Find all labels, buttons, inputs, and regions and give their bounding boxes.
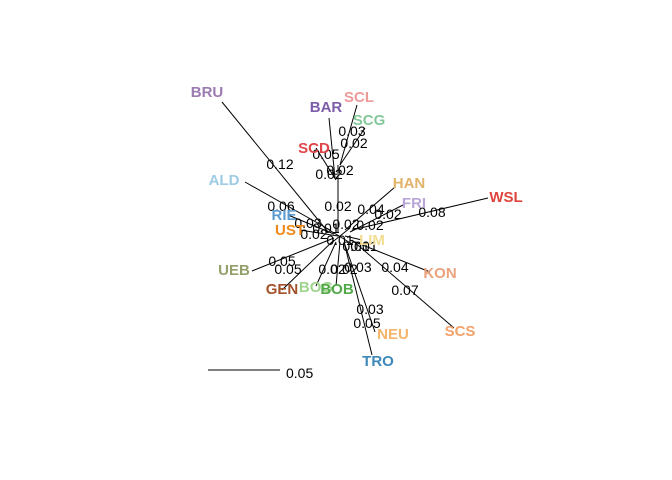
branch-label-scg: 0.02 [340,135,367,151]
edge-kon [349,239,431,273]
edge-scs [351,239,455,329]
edge-center-b [329,227,351,245]
branch-label-ald: 0.06 [267,198,294,214]
edge-lim [344,235,363,241]
branch-label-center-4: 0.01 [326,232,353,248]
tip-label-gen: GEN [266,281,299,298]
tip-label-ueb: UEB [218,262,250,279]
edge-fri [349,203,406,233]
branch-label-scd-1: 0.02 [326,162,353,178]
branch-label-kon: 0.04 [381,259,408,275]
edge-tro [343,241,373,356]
branch-label-bar: 0.05 [312,146,339,162]
tip-label-neu: NEU [377,326,409,343]
tree-edges [221,101,489,356]
edge-bru [221,101,329,233]
tip-label-scg: SCG [353,112,386,129]
scale-bar: 0.05 [208,365,313,381]
branch-label-wsl: 0.08 [418,204,445,220]
branch-label-bog: 0.02 [318,261,345,277]
branch-label-tro: 0.05 [353,315,380,331]
tip-label-bog: BOG [299,279,333,296]
scale-bar-label: 0.05 [286,365,313,381]
edge-gen [281,239,335,291]
branch-label-bru: 0.12 [266,156,293,172]
branch-label-gen: 0.05 [274,261,301,277]
tip-label-bob: BOB [320,281,354,298]
edge-scd [315,147,337,181]
tip-label-ald: ALD [209,172,240,189]
tip-label-scl: SCL [344,89,374,106]
edge-han [344,186,396,231]
edge-ald [244,181,331,231]
edge-rie [287,214,335,235]
branch-label-trunk: 0.02 [324,198,351,214]
branch-label-center-3: 0.02 [356,217,383,233]
edge-scl [339,104,358,166]
tip-label-wsl: WSL [489,189,522,206]
branch-label-bob-2: 0.03 [344,259,371,275]
tip-label-han: HAN [393,175,426,192]
branch-label-fri: 0.02 [374,206,401,222]
branch-label-ust: 0.02 [300,226,327,242]
edge-neu [343,241,376,333]
branch-label-center-2: 0.02 [332,216,359,232]
tip-label-tro: TRO [362,353,394,370]
branch-label-han: 0.04 [357,201,384,217]
edge-bob [335,241,341,287]
branch-label-ueb: 0.05 [268,253,295,269]
branch-label-bob: 0.02 [330,261,357,277]
tip-label-bru: BRU [191,84,224,101]
tip-label-scs: SCS [445,323,476,340]
tip-label-scd: SCD [298,140,330,157]
edge-ust [299,229,339,237]
branch-label-center-6: 0.01 [350,238,377,254]
tip-label-rie: RIE [271,207,296,224]
tip-label-lim: LIM [359,232,385,249]
branch-label-neu: 0.03 [356,301,383,317]
tip-label-ust: UST [275,222,305,239]
edge-ueb [251,237,335,272]
edge-bog [315,241,337,287]
branch-label-scs: 0.07 [391,282,418,298]
edge-bar [328,117,336,179]
tip-labels: BRU BAR SCL SCG SCD HAN WSL FRI ALD RIE … [191,84,523,370]
tip-label-kon: KON [423,265,456,282]
branch-label-center-5: 0.01 [342,238,369,254]
branch-label-scl: 0.03 [338,123,365,139]
branch-label-center-1: 0.01 [312,220,339,236]
branch-label-scd-2: 0.02 [315,166,342,182]
edge-center-a [325,227,353,245]
branch-label-rie: 0.03 [294,215,321,231]
tip-label-bar: BAR [310,99,343,116]
edge-wsl [351,197,489,231]
branch-length-labels: 0.12 0.05 0.03 0.02 0.02 0.02 0.02 0.04 … [266,123,445,331]
edge-scg [339,127,366,166]
tip-label-fri: FRI [402,195,426,212]
